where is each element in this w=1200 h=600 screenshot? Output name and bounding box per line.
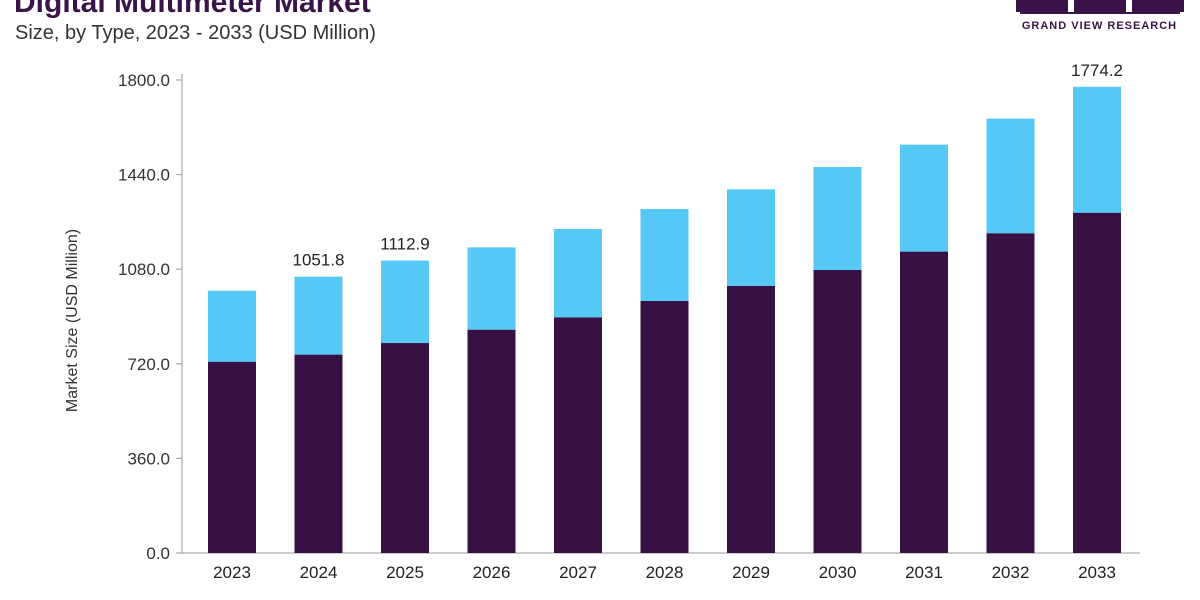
- x-tick-label: 2026: [473, 563, 511, 582]
- chart-title: Digital Multimeter Market: [14, 0, 371, 19]
- data-label: 1051.8: [293, 251, 345, 270]
- x-tick-label: 2025: [386, 563, 424, 582]
- bar-segment-bottom: [381, 343, 429, 553]
- x-tick-label: 2024: [300, 563, 338, 582]
- bar-segment-bottom: [208, 361, 256, 553]
- x-tick-label: 2029: [732, 563, 770, 582]
- bar-segment-bottom: [640, 300, 689, 553]
- bar-segment-top: [208, 290, 256, 362]
- logo-text: GRAND VIEW RESEARCH: [1021, 20, 1178, 32]
- bar-segment-top: [294, 276, 343, 355]
- bar-segment-bottom: [467, 329, 516, 553]
- x-tick-label: 2030: [819, 563, 857, 582]
- y-tick-label: 1800.0: [118, 71, 170, 90]
- y-tick-label: 1440.0: [118, 166, 170, 185]
- y-tick-label: 0.0: [146, 544, 170, 563]
- x-tick-label: 2028: [646, 563, 684, 582]
- x-tick-label: 2032: [992, 563, 1030, 582]
- y-tick-label: 720.0: [127, 355, 170, 374]
- bar-segment-bottom: [900, 251, 948, 554]
- bar-segment-top: [900, 144, 948, 252]
- y-tick-label: 1080.0: [118, 260, 170, 279]
- bar-segment-top: [640, 209, 689, 301]
- bar-segment-bottom: [554, 317, 602, 553]
- x-tick-label: 2031: [905, 563, 943, 582]
- bar-segment-top: [727, 189, 775, 286]
- x-tick-label: 2027: [559, 563, 597, 582]
- y-axis-title: Market Size (USD Million): [64, 229, 81, 412]
- x-tick-label: 2033: [1078, 563, 1116, 582]
- brand-logo: GRAND VIEW RESEARCH: [1012, 0, 1187, 40]
- bar-segment-top: [1073, 86, 1121, 213]
- chart-subtitle: Size, by Type, 2023 - 2033 (USD Million): [15, 22, 376, 44]
- bar-segment-bottom: [727, 285, 775, 553]
- bar-segment-top: [467, 247, 516, 330]
- bar-segment-top: [813, 166, 862, 270]
- logo-mark-icon: [1016, 0, 1184, 14]
- bar-segment-bottom: [986, 233, 1035, 553]
- bar-segment-bottom: [1073, 212, 1121, 554]
- bar-segment-bottom: [813, 269, 862, 553]
- data-label: 1774.2: [1071, 61, 1123, 80]
- bar-segment-top: [986, 118, 1035, 234]
- data-label: 1112.9: [380, 235, 429, 254]
- bar-segment-bottom: [294, 354, 343, 553]
- bar-segment-top: [554, 228, 602, 318]
- y-tick-label: 360.0: [127, 449, 170, 468]
- bar-segment-top: [381, 260, 429, 344]
- x-tick-label: 2023: [213, 563, 251, 582]
